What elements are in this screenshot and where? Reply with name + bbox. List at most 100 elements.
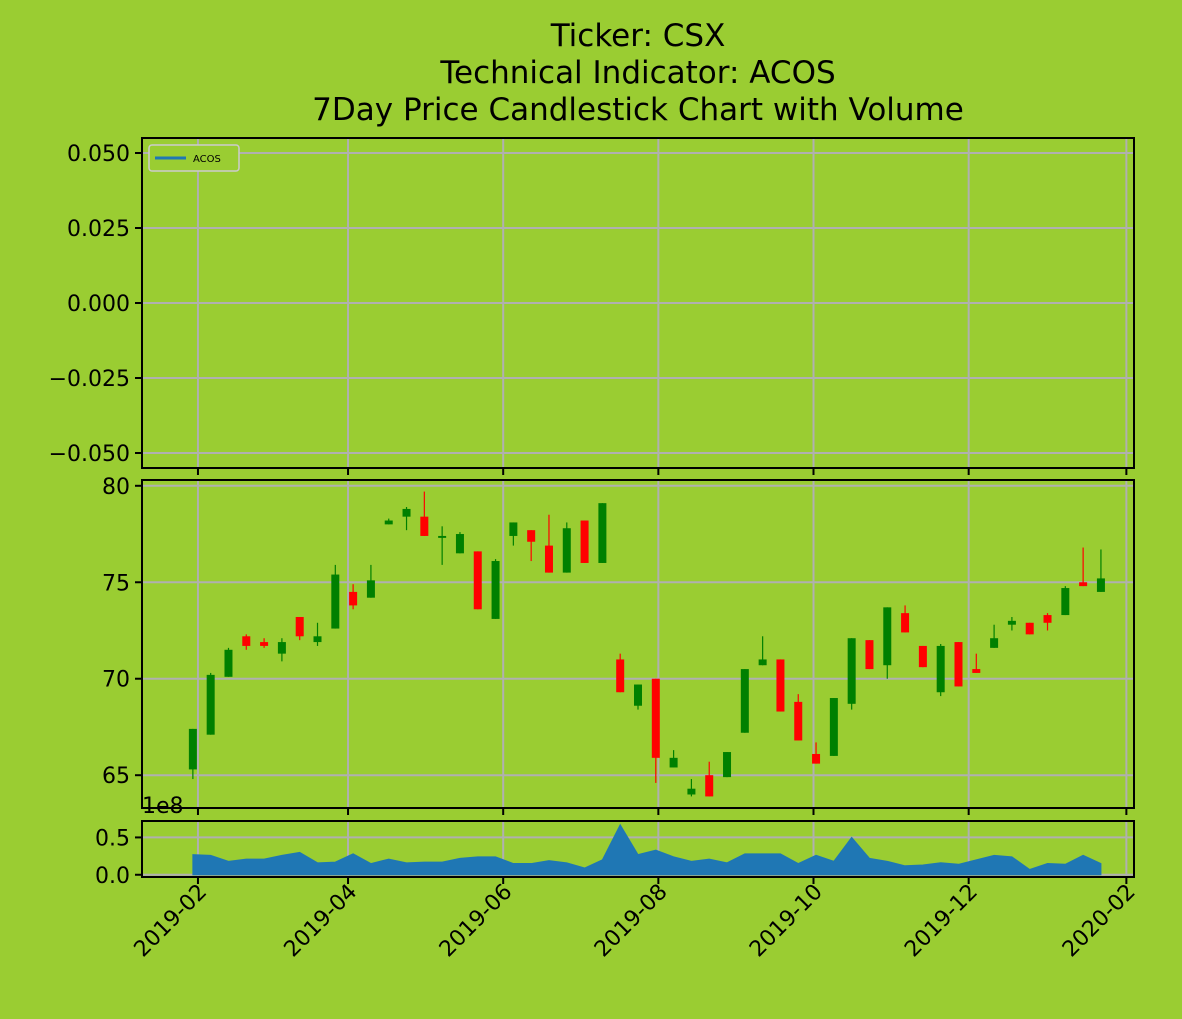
candle-body-24 (616, 659, 625, 693)
y-tick-label-0: 0.050 (67, 142, 130, 167)
candle-3 (242, 634, 251, 650)
candle-40 (901, 605, 910, 633)
y-tick-label-0: 0.0 (95, 864, 130, 889)
candle-body-1 (206, 674, 215, 735)
candle-6 (295, 616, 304, 641)
candle-20 (544, 514, 553, 573)
candle-2 (224, 647, 233, 677)
y-tick-label-1: 0.025 (67, 217, 130, 242)
y-tick-label-0: 65 (102, 764, 130, 789)
candle-body-19 (527, 530, 536, 542)
candle-body-23 (598, 503, 607, 563)
candle-body-31 (740, 669, 749, 733)
candle-body-6 (295, 616, 304, 637)
candle-19 (527, 530, 536, 562)
candle-47 (1025, 622, 1034, 635)
indicator-panel: 0.050 0.025 0.000 −0.025 −0.050 ACOS (49, 137, 1135, 475)
candle-body-7 (313, 636, 322, 643)
candle-body-30 (723, 752, 732, 778)
candle-34 (794, 694, 803, 741)
price-candles (188, 491, 1105, 797)
candle-body-21 (562, 528, 571, 573)
indicator-x-tick-marks (196, 468, 1128, 475)
candle-body-8 (331, 574, 340, 629)
candle-body-28 (687, 788, 696, 795)
candle-26 (651, 678, 660, 783)
candle-5 (277, 638, 286, 662)
candle-body-15 (455, 534, 464, 554)
candle-body-18 (509, 522, 518, 536)
candle-body-50 (1079, 582, 1088, 587)
candle-7 (313, 622, 322, 646)
candle-42 (936, 644, 945, 697)
candle-48 (1043, 613, 1052, 631)
price-plot-area (142, 480, 1134, 808)
candle-body-0 (188, 728, 197, 770)
candle-body-32 (758, 659, 767, 666)
candle-body-29 (705, 775, 714, 797)
legend-box (148, 144, 240, 172)
indicator-frame (141, 137, 1135, 469)
candle-body-49 (1061, 588, 1070, 616)
candle-body-22 (580, 520, 589, 563)
candle-27 (669, 750, 678, 768)
candle-35 (812, 742, 821, 764)
y-tick-label-1: 70 (102, 668, 130, 693)
candle-23 (598, 503, 607, 563)
y-tick-label-1: 0.5 (95, 826, 130, 851)
candle-body-35 (812, 753, 821, 764)
candle-body-44 (972, 669, 981, 673)
title-line-1: Ticker: CSX (550, 18, 726, 54)
candle-22 (580, 520, 589, 563)
volume-frame (141, 820, 1135, 878)
candle-body-3 (242, 636, 251, 646)
candle-1 (206, 672, 215, 735)
candle-39 (883, 607, 892, 679)
candle-37 (847, 638, 856, 710)
candle-body-4 (260, 642, 269, 646)
candle-4 (260, 638, 269, 648)
legend-label: ACOS (193, 154, 221, 165)
candle-29 (705, 761, 714, 797)
candle-body-27 (669, 757, 678, 768)
y-tick-label-2: 0.000 (67, 292, 130, 317)
candle-body-47 (1025, 622, 1034, 635)
candle-32 (758, 636, 767, 666)
candle-24 (616, 653, 625, 693)
price-grid (142, 480, 1134, 808)
candle-body-34 (794, 701, 803, 741)
candle-0 (188, 728, 197, 780)
candle-30 (723, 752, 732, 778)
candle-10 (366, 564, 375, 598)
candle-body-2 (224, 649, 233, 677)
volume-y-ticks: 0.0 0.5 (95, 826, 142, 889)
candle-body-38 (865, 640, 874, 670)
price-x-tick-marks (196, 808, 1128, 815)
candle-25 (634, 684, 642, 710)
candle-36 (829, 698, 838, 756)
candle-17 (491, 559, 500, 619)
candle-41 (918, 645, 927, 668)
candle-body-17 (491, 561, 500, 619)
candle-body-26 (651, 678, 660, 758)
candle-body-16 (473, 551, 482, 610)
candle-body-42 (936, 645, 945, 693)
candle-28 (687, 779, 696, 797)
candle-body-20 (544, 545, 553, 573)
candle-body-51 (1096, 578, 1105, 592)
candle-body-46 (1007, 620, 1016, 625)
candle-body-5 (277, 642, 286, 654)
candle-body-40 (901, 613, 910, 633)
volume-area-group (192, 823, 1102, 876)
candle-8 (331, 564, 340, 629)
candle-13 (420, 491, 429, 536)
candle-16 (473, 551, 482, 610)
volume-offset-label: 1e8 (142, 794, 184, 819)
candle-body-33 (776, 659, 785, 712)
candle-33 (776, 659, 785, 712)
candle-21 (562, 522, 571, 573)
candle-body-41 (918, 645, 927, 668)
title-line-3: 7Day Price Candlestick Chart with Volume (312, 92, 964, 128)
candle-body-14 (438, 535, 447, 538)
